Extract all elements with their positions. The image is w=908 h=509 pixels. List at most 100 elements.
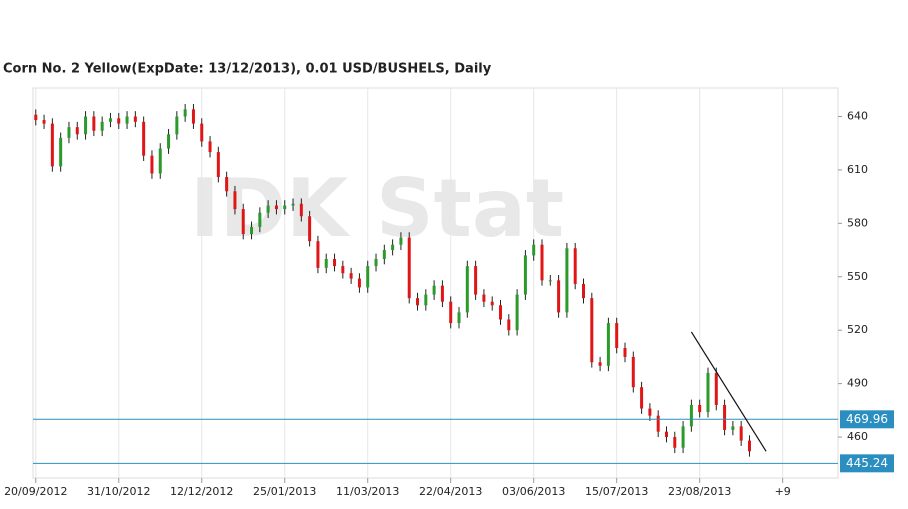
candle-body [474, 266, 478, 295]
candle-body [225, 177, 229, 192]
candle-body [673, 437, 677, 448]
candle-body [75, 127, 79, 135]
candle-body [573, 248, 577, 284]
y-tick-label: 460 [847, 430, 868, 443]
candle-body [723, 404, 727, 430]
chart-title: Corn No. 2 Yellow(ExpDate: 13/12/2013), … [3, 62, 492, 77]
candle-body [681, 426, 685, 448]
candle-body [125, 116, 129, 124]
candle-body [440, 285, 444, 302]
candle-body [283, 205, 287, 210]
candle-body [391, 244, 395, 251]
candle-body [606, 323, 610, 366]
candle-body [274, 205, 278, 210]
x-tick-label: 11/03/2013 [336, 485, 399, 498]
price-label: 445.24 [846, 456, 888, 470]
candle-body [532, 244, 536, 256]
candle-body [407, 237, 411, 299]
candle-body [191, 109, 195, 124]
candle-body [117, 118, 121, 124]
candle-body [349, 273, 353, 279]
candle-body [457, 312, 461, 324]
price-label-box [840, 454, 894, 473]
candle-body [664, 431, 668, 438]
y-tick-label: 550 [847, 270, 868, 283]
candle-body [698, 404, 702, 413]
candle-body [714, 372, 718, 405]
y-tick-label: 580 [847, 216, 868, 229]
candle-body [623, 348, 627, 357]
candle-body [333, 258, 337, 267]
x-tick-label: 15/07/2013 [585, 485, 648, 498]
price-label: 469.96 [846, 412, 888, 426]
x-tick-label: +9 [775, 485, 791, 498]
candle-body [208, 141, 212, 153]
candle-body [84, 116, 88, 135]
x-tick-label: 12/12/2012 [170, 485, 233, 498]
candle-body [142, 121, 146, 156]
candle-body [167, 134, 171, 149]
y-tick-label: 520 [847, 323, 868, 336]
candle-body [366, 266, 370, 288]
candle-body [108, 118, 112, 122]
candle-body [133, 116, 137, 122]
candle-body [615, 323, 619, 348]
candle-body [432, 285, 436, 295]
watermark: IDK Stat [190, 162, 564, 255]
candle-body [357, 278, 361, 288]
candle-body [291, 203, 295, 206]
candle-body [374, 258, 378, 267]
candle-body [731, 426, 735, 430]
candle-body [581, 283, 585, 299]
candle-body [150, 155, 154, 174]
candle-body [382, 250, 386, 259]
candle-body [640, 387, 644, 409]
candle-body [67, 127, 71, 138]
candle-body [656, 415, 660, 432]
candle-body [324, 258, 328, 268]
candle-body [216, 152, 220, 178]
candle-body [482, 294, 486, 302]
candle-body [241, 209, 245, 235]
candle-body [399, 237, 403, 245]
candle-body [175, 116, 179, 135]
candle-body [416, 298, 420, 306]
candle-body [183, 109, 187, 117]
candle-body [590, 298, 594, 363]
candle-body [739, 426, 743, 441]
candle-body [50, 123, 54, 167]
candle-body [490, 301, 494, 306]
candle-body [250, 226, 254, 235]
candle-body [465, 266, 469, 313]
candle-body [499, 305, 503, 320]
price-label-box [840, 410, 894, 429]
x-tick-label: 23/08/2013 [668, 485, 731, 498]
candle-body [100, 121, 104, 131]
candle-body [424, 294, 428, 306]
candle-body [507, 319, 511, 331]
candle-body [158, 148, 162, 174]
candle-body [200, 123, 204, 142]
candle-body [59, 137, 63, 167]
candle-body [515, 294, 519, 331]
candle-body [258, 212, 262, 227]
candle-body [341, 266, 345, 274]
x-tick-label: 25/01/2013 [253, 485, 316, 498]
candle-body [631, 356, 635, 388]
candle-body [565, 248, 569, 313]
candle-body [747, 440, 751, 452]
candle-body [266, 205, 270, 213]
trend-line [690, 331, 767, 452]
candle-body [316, 241, 320, 268]
candle-body [34, 114, 38, 121]
x-tick-label: 31/10/2012 [87, 485, 150, 498]
candle-body [548, 280, 552, 282]
x-tick-label: 20/09/2012 [4, 485, 67, 498]
y-tick-label: 490 [847, 377, 868, 390]
candle-body [706, 372, 710, 413]
candle-body [42, 120, 46, 124]
plot-area [32, 87, 839, 479]
y-tick-label: 610 [847, 163, 868, 176]
